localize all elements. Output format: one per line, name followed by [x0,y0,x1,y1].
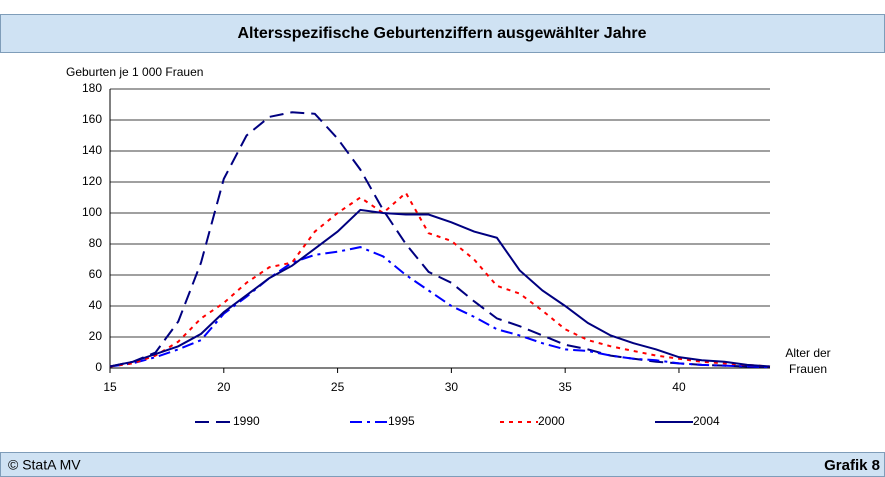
legend-label: 1995 [388,414,415,428]
y-tick-label: 20 [89,329,103,343]
x-tick-label: 15 [103,380,117,394]
legend-label: 2004 [693,414,720,428]
y-tick-label: 40 [89,298,103,312]
x-axis-label: Alter der [785,346,830,360]
x-tick-label: 35 [558,380,572,394]
title-bar [0,14,885,53]
y-tick-label: 140 [82,143,102,157]
legend-label: 1990 [233,414,260,428]
x-tick-label: 20 [217,380,231,394]
y-tick-label: 180 [82,81,102,95]
y-tick-label: 60 [89,267,103,281]
series-line [109,246,771,369]
series-line [109,208,771,368]
y-tick-label: 0 [95,360,102,374]
y-tick-label: 120 [82,174,102,188]
x-tick-label: 25 [331,380,345,394]
x-tick-label: 30 [445,380,459,394]
footer-bar [0,452,885,477]
y-tick-label: 100 [82,205,102,219]
series-line [109,191,771,368]
chart-title: Altersspezifische Geburtenziffern ausgew… [237,25,646,42]
series-line [109,111,771,369]
legend-label: 2000 [538,414,565,428]
footer-left: © StatA MV [8,457,81,473]
footer-right: Grafik 8 [824,457,880,474]
y-tick-label: 80 [89,236,103,250]
x-tick-label: 40 [672,380,686,394]
x-axis-label: Frauen [789,362,827,376]
y-tick-label: 160 [82,112,102,126]
y-axis-label: Geburten je 1 000 Frauen [66,65,203,79]
